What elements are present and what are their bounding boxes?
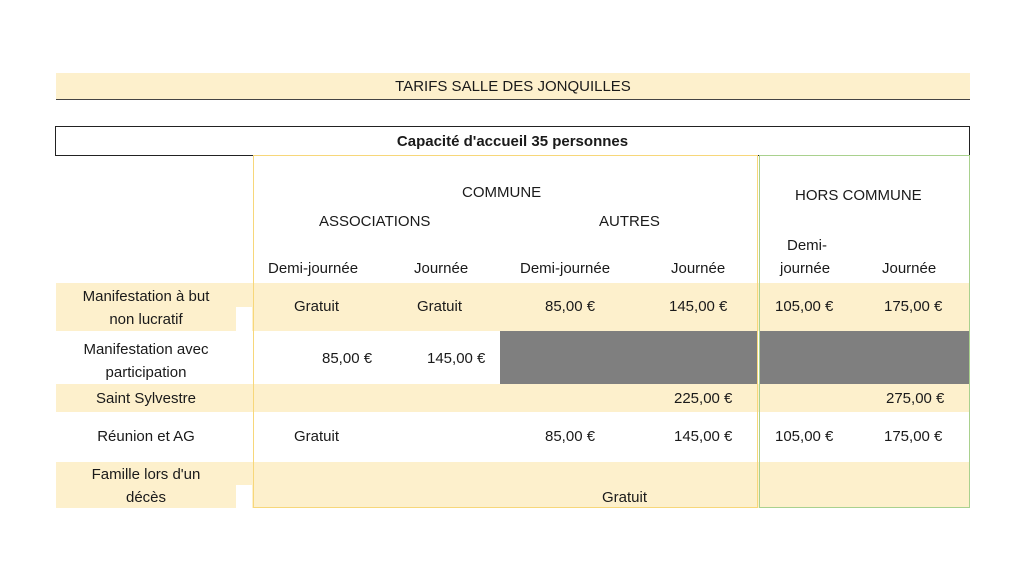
header-hors-commune: HORS COMMUNE <box>795 187 922 204</box>
cell-assoc-demi: Gratuit <box>294 298 340 315</box>
shaded-cell-hors-commune <box>760 331 969 384</box>
cell-assoc-demi: Gratuit <box>294 428 340 445</box>
row-label-line2: décès <box>125 489 167 506</box>
header-assoc-demi-journee: Demi-journée <box>268 260 359 277</box>
header-autres: AUTRES <box>599 213 660 230</box>
row-band-1 <box>56 283 969 331</box>
hors-commune-section-frame <box>759 155 970 508</box>
row-band-5-notch <box>236 485 252 508</box>
header-autres-demi-journee: Demi-journée <box>520 260 611 277</box>
row-label-line2: participation <box>105 364 187 381</box>
cell-autres-demi: 85,00 € <box>545 428 596 445</box>
cell-assoc-jour: 145,00 € <box>427 350 486 367</box>
header-associations: ASSOCIATIONS <box>319 213 431 230</box>
row-label: Saint Sylvestre <box>95 390 197 407</box>
cell-hc-jour: 275,00 € <box>886 390 945 407</box>
page-title-text: TARIFS SALLE DES JONQUILLES <box>395 77 631 95</box>
row-band-1-notch <box>236 307 252 331</box>
row-label: Réunion et AG <box>97 428 195 445</box>
row-band-3 <box>56 384 969 412</box>
cell-assoc-jour: Gratuit <box>417 298 463 315</box>
row-label-line2: non lucratif <box>109 311 183 328</box>
cell-hc-jour: 175,00 € <box>884 298 943 315</box>
capacity-header: Capacité d'accueil 35 personnes <box>55 126 970 156</box>
cell-autres-demi: 85,00 € <box>545 298 596 315</box>
cell-hc-jour: 175,00 € <box>884 428 943 445</box>
cell-autres-jour: 145,00 € <box>674 428 733 445</box>
row-label-line1: Manifestation à but <box>82 288 210 305</box>
row-band-5 <box>56 462 969 508</box>
header-hc-journee: Journée <box>882 260 937 277</box>
header-hc-demi-line2: journée <box>780 260 831 277</box>
capacity-text: Capacité d'accueil 35 personnes <box>396 132 629 150</box>
cell-assoc-demi: 85,00 € <box>322 350 373 367</box>
row-label-line1: Manifestation avec <box>83 341 209 358</box>
cell-autres-jour: 145,00 € <box>669 298 728 315</box>
cell-merged-gratuit: Gratuit <box>602 489 648 506</box>
header-autres-journee: Journée <box>671 260 726 277</box>
cell-autres-jour: 225,00 € <box>674 390 733 407</box>
header-commune: COMMUNE <box>462 184 542 201</box>
page-title: TARIFS SALLE DES JONQUILLES <box>56 73 970 100</box>
header-assoc-journee: Journée <box>414 260 469 277</box>
shaded-cell-autres <box>500 331 758 384</box>
row-label-line1: Famille lors d'un <box>91 466 201 483</box>
commune-section-frame <box>253 155 758 508</box>
header-hc-demi-line1: Demi- <box>787 237 827 254</box>
cell-hc-demi: 105,00 € <box>775 298 834 315</box>
cell-hc-demi: 105,00 € <box>775 428 834 445</box>
